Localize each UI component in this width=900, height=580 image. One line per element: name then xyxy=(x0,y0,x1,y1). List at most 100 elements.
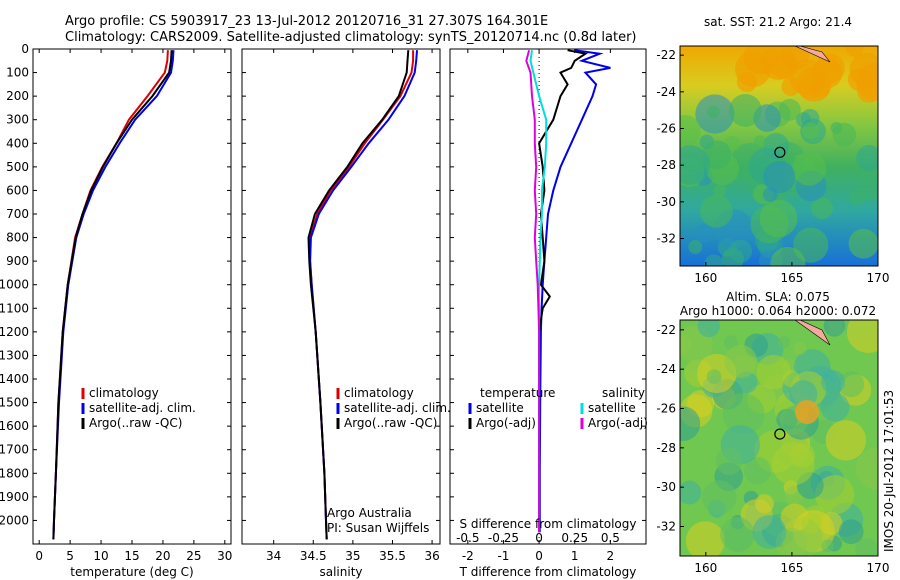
map-frame xyxy=(679,319,879,557)
x-tick-label: 25 xyxy=(186,549,201,563)
profile-panel-3: -2 -1 0 1 2 T difference from climatology temp… xyxy=(449,48,648,579)
figure-title-line-2: Climatology: CARS2009. Satellite-adjuste… xyxy=(65,30,637,45)
series-line-argo--adj- xyxy=(538,49,588,533)
sla-patch xyxy=(715,447,743,475)
series-line-argo---raw--qc- xyxy=(307,50,410,540)
y-tick-label: 1300 xyxy=(0,348,29,362)
new-caledonia-land xyxy=(794,46,831,63)
lat-tick-label: -24 xyxy=(656,362,676,376)
sla-patch xyxy=(838,519,864,545)
sla-patch xyxy=(685,521,725,556)
sla-patch xyxy=(697,320,720,338)
panel-frame xyxy=(449,48,647,545)
y-tick-label: 100 xyxy=(6,66,29,80)
sla-patch xyxy=(756,354,791,390)
map-panel-1: -22 -24 -26 -28 -30 -32 160 165 170 xyxy=(656,45,890,285)
sla-patch xyxy=(723,335,738,350)
y-tick-label: 900 xyxy=(6,254,29,268)
sst-patch xyxy=(680,145,711,185)
sst-patch xyxy=(832,122,857,147)
argo-position-marker xyxy=(774,146,786,158)
credit-line-1: Argo Australia xyxy=(327,506,412,520)
top-tick-label: 0.5 xyxy=(601,531,620,545)
sla-patch xyxy=(823,320,846,337)
x-tick-label: 34 xyxy=(266,549,281,563)
credit-line-2: PI: Susan Wijffels xyxy=(327,521,429,535)
sst-patch xyxy=(810,197,833,220)
sst-patch xyxy=(759,199,798,238)
top-tick-label: -0.25 xyxy=(488,531,519,545)
map-frame xyxy=(679,45,879,267)
y-tick-label: 500 xyxy=(6,160,29,174)
sla-patch xyxy=(789,442,815,468)
lon-tick-label: 170 xyxy=(867,561,890,575)
sst-patch xyxy=(792,151,827,186)
x-tick-label: 0 xyxy=(535,549,543,563)
sst-patch xyxy=(729,94,762,127)
map-bottom-title-2: Argo h1000: 0.064 h2000: 0.072 xyxy=(680,304,876,318)
x-tick-label: 2 xyxy=(607,549,615,563)
sst-patch xyxy=(856,145,878,171)
legend-label: satellite xyxy=(476,401,524,415)
sla-patch xyxy=(821,369,846,394)
top-tick-label: 0 xyxy=(535,531,543,545)
lat-tick-label: -30 xyxy=(656,195,676,209)
sla-patch xyxy=(720,517,755,552)
x-tick-label: 15 xyxy=(124,549,139,563)
sst-warm-patch xyxy=(735,50,772,88)
lat-tick-label: -26 xyxy=(656,122,676,136)
x-axis-label: salinity xyxy=(319,565,362,579)
x-tick-label: 35 xyxy=(345,549,360,563)
y-tick-label: 0 xyxy=(21,42,29,56)
x-axis-label: T difference from climatology xyxy=(459,565,637,579)
x-axis-label: temperature (deg C) xyxy=(70,565,193,579)
sla-patch xyxy=(780,503,809,532)
sst-patch xyxy=(680,114,701,147)
lat-tick-label: -22 xyxy=(656,323,676,337)
lon-tick-label: 170 xyxy=(867,271,890,285)
y-tick-label: 1000 xyxy=(0,278,29,292)
x-tick-label: 36 xyxy=(424,549,439,563)
lat-tick-label: -22 xyxy=(656,48,676,62)
series-line-argo---raw--qc- xyxy=(52,50,173,540)
lat-tick-label: -30 xyxy=(656,480,676,494)
map-field xyxy=(680,320,878,556)
legend-label: climatology xyxy=(89,386,159,400)
sla-patch xyxy=(752,515,787,549)
sst-patch xyxy=(802,122,819,140)
y-tick-label: 600 xyxy=(6,183,29,197)
y-tick-label: 1400 xyxy=(0,372,29,386)
sla-patch xyxy=(701,480,737,515)
x-tick-label: -1 xyxy=(497,549,509,563)
sla-patch xyxy=(722,393,765,436)
sla-patch xyxy=(855,537,878,556)
y-tick-label: 1200 xyxy=(0,325,29,339)
lon-tick-label: 160 xyxy=(694,561,717,575)
y-tick-label: 1800 xyxy=(0,466,29,480)
profile-panel-2: 34 34.5 35 35.5 36 salinity climatologysatelli… xyxy=(241,48,451,579)
lat-tick-label: -32 xyxy=(656,232,676,246)
x-tick-label: 35.5 xyxy=(379,549,406,563)
legend-label: Argo(-adj) xyxy=(588,416,648,430)
sla-patch xyxy=(754,494,774,514)
sla-patch xyxy=(680,406,701,441)
profile-panel-1: 0100200300400500600700800900100011001200… xyxy=(0,42,232,579)
top-tick-label: -0.5 xyxy=(456,531,479,545)
x-tick-label: -2 xyxy=(462,549,474,563)
x-tick-label: 1 xyxy=(571,549,579,563)
y-tick-label: 1900 xyxy=(0,490,29,504)
sla-patch xyxy=(838,371,865,398)
x-tick-label: 0 xyxy=(35,549,43,563)
y-tick-label: 1700 xyxy=(0,443,29,457)
panel-frame xyxy=(241,48,441,545)
x-tick-label: 20 xyxy=(155,549,170,563)
top-tick-label: 0.25 xyxy=(561,531,588,545)
sst-patch xyxy=(848,188,866,206)
sst-patch xyxy=(753,135,767,149)
sla-patch xyxy=(855,447,878,490)
sst-warm-patch xyxy=(781,77,801,97)
sla-patch xyxy=(821,539,834,553)
lon-tick-label: 165 xyxy=(780,561,803,575)
figure-title-line-1: Argo profile: CS 5903917_23 13-Jul-2012 … xyxy=(65,14,549,29)
y-tick-label: 400 xyxy=(6,136,29,150)
